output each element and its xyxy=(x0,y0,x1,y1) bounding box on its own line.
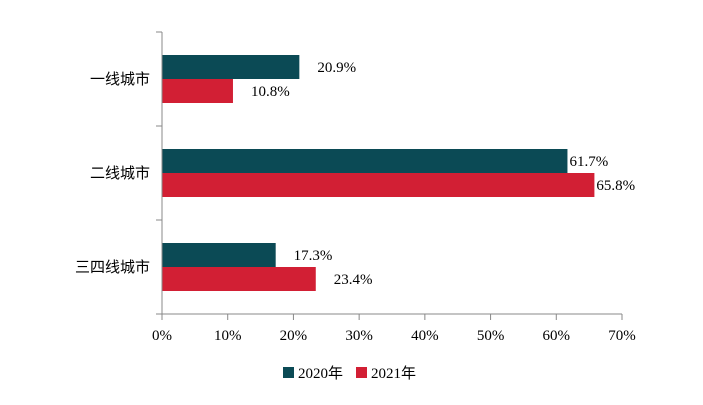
x-tick-label-6: 60% xyxy=(543,328,571,344)
bar-3-series-2 xyxy=(162,267,316,291)
labels-layer: 20.9% 10.8% 一线城市 61.7% 65.8% 二线城市 17.3%23.4% 三四… xyxy=(75,60,636,344)
x-tick-label-3: 30% xyxy=(345,328,373,344)
legend-label-2: 2021年 xyxy=(371,365,416,382)
x-tick-label-0: 0% xyxy=(152,328,172,344)
legend-swatch-1 xyxy=(283,367,294,378)
legend-swatch-2 xyxy=(356,367,367,378)
axes-layer xyxy=(156,31,623,320)
data-label-3-series-2: 23.4% xyxy=(334,272,373,288)
data-label-1-series-1: 20.9% xyxy=(317,60,356,76)
category-label-1: 一线城市 xyxy=(90,70,150,88)
x-tick-label-7: 70% xyxy=(608,328,636,344)
data-label-2-series-1: 61.7% xyxy=(569,154,608,170)
category-label-2: 二线城市 xyxy=(90,164,150,182)
bar-1-series-1 xyxy=(162,55,300,79)
legend-label-1: 2020年 xyxy=(298,365,343,382)
bars-layer xyxy=(162,55,595,291)
bar-1-series-2 xyxy=(162,79,233,103)
data-label-1-series-2: 10.8% xyxy=(251,84,290,100)
x-tick-label-2: 20% xyxy=(280,328,308,344)
x-tick-label-1: 10% xyxy=(214,328,242,344)
data-label-2-series-2: 65.8% xyxy=(596,178,635,194)
x-tick-label-4: 40% xyxy=(411,328,439,344)
x-tick-label-5: 50% xyxy=(477,328,505,344)
legend: 2020年 2021年 xyxy=(283,365,416,382)
bar-2-series-2 xyxy=(162,173,595,197)
category-label-3: 三四线城市 xyxy=(75,258,150,276)
bar-2-series-1 xyxy=(162,149,568,173)
data-label-3-series-1: 17.3% xyxy=(294,248,333,264)
bar-3-series-1 xyxy=(162,243,276,267)
